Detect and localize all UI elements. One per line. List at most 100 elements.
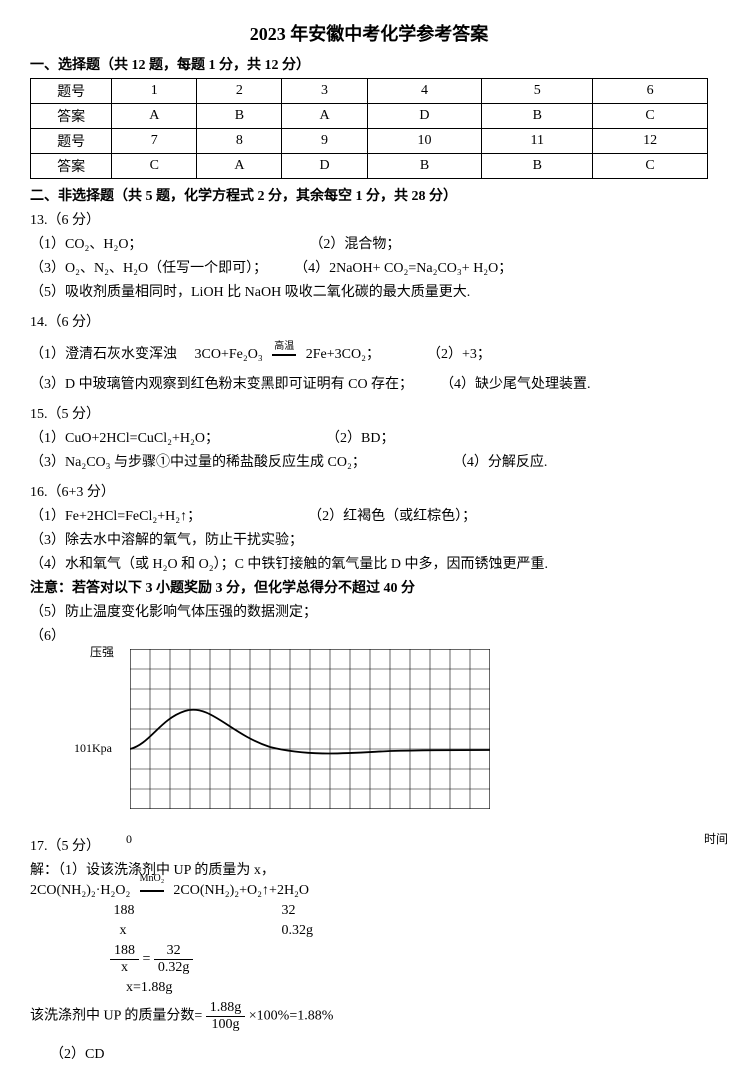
table-row: 答案 A B A D B C [31, 104, 708, 129]
chart-x0: 0 [126, 832, 132, 847]
text: 2CO(NH₂)₂+O₂↑+2H₂O [173, 883, 309, 898]
condition-text: MnO₂ [134, 873, 170, 884]
q16-line4: （5）防止温度变化影响气体压强的数据测定； [30, 601, 708, 621]
fraction: 188 x [110, 943, 139, 976]
cell: A [112, 104, 197, 129]
denominator: 100g [206, 1017, 246, 1033]
text: （1）CO₂、H₂O； [30, 237, 142, 252]
numerator: 1.88g [206, 1000, 246, 1017]
text: 2Fe+3CO₂； [306, 347, 380, 362]
text: （2）+3； [427, 347, 491, 362]
text: 0.32g [282, 923, 314, 938]
q16-line5: （6） [30, 625, 708, 645]
text: （2）BD； [326, 431, 394, 446]
fraction: 32 0.32g [154, 943, 194, 976]
q17-mass: 该洗涤剂中 UP 的质量分数= 1.88g 100g ×100%=1.88% [30, 1000, 708, 1033]
answer-table: 题号 1 2 3 4 5 6 答案 A B A D B C 题号 7 8 9 1… [30, 78, 708, 179]
text: （3）O₂、N₂、H₂O（任写一个即可）； [30, 261, 267, 276]
cell: A [197, 154, 282, 179]
cell: 9 [282, 129, 367, 154]
cell: B [197, 104, 282, 129]
cell: C [593, 104, 708, 129]
equals: = [143, 952, 151, 967]
fraction: 1.88g 100g [206, 1000, 246, 1033]
text: （1）CuO+2HCl=CuCl₂+H₂O； [30, 431, 219, 446]
cell: D [282, 154, 367, 179]
cell: B [367, 154, 482, 179]
denominator: 0.32g [154, 960, 194, 976]
q13-line3: （5）吸收剂质量相同时，LiOH 比 NaOH 吸收二氧化碳的最大质量更大. [30, 281, 708, 301]
text: （1）澄清石灰水变浑浊 [30, 347, 177, 362]
cell: 答案 [31, 104, 112, 129]
cell: B [482, 154, 593, 179]
denominator: x [110, 960, 139, 976]
cell: B [482, 104, 593, 129]
chart-xlabel: 时间 [704, 830, 728, 847]
q16-note: 注意：若答对以下 3 小题奖励 3 分，但化学总得分不超过 40 分 [30, 577, 708, 597]
q17-last: （2）CD [50, 1043, 708, 1063]
cell: C [112, 154, 197, 179]
table-row: 题号 7 8 9 10 11 12 [31, 129, 708, 154]
q17-solve: x=1.88g [126, 980, 708, 996]
page-title: 2023 年安徽中考化学参考答案 [30, 20, 708, 46]
cell: 7 [112, 129, 197, 154]
section2-heading: 二、非选择题（共 5 题，化学方程式 2 分，其余每空 1 分，共 28 分） [30, 185, 708, 205]
cell: 1 [112, 79, 197, 104]
text: （2）红褐色（或红棕色）； [308, 509, 476, 524]
text: （3）D 中玻璃管内观察到红色粉末变黑即可证明有 CO 存在； [30, 377, 413, 392]
text: （4）分解反应. [453, 455, 548, 470]
q16-head: 16.（6+3 分） [30, 481, 708, 501]
q17-row2: x 0.32g [30, 923, 708, 939]
cell: 12 [593, 129, 708, 154]
text: 2CO(NH₂)₂·H₂O₂ [30, 883, 130, 898]
q17-line1: 解：（1）设该洗涤剂中 UP 的质量为 x， [30, 859, 708, 879]
chart-marker: 101Kpa [74, 741, 112, 756]
pressure-chart: 压强 101Kpa 0 时间 [130, 649, 708, 829]
q13-head: 13.（6 分） [30, 209, 708, 229]
q15-line2: （3）Na₂CO₃ 与步骤①中过量的稀盐酸反应生成 CO₂； （4）分解反应. [30, 451, 708, 471]
numerator: 188 [110, 943, 139, 960]
q14-line2: （3）D 中玻璃管内观察到红色粉末变黑即可证明有 CO 存在； （4）缺少尾气处… [30, 373, 708, 393]
cell: D [367, 104, 482, 129]
q14-head: 14.（6 分） [30, 311, 708, 331]
condition-text: 高温 [266, 337, 302, 352]
q15-head: 15.（5 分） [30, 403, 708, 423]
table-row: 题号 1 2 3 4 5 6 [31, 79, 708, 104]
q16-line1: （1）Fe+2HCl=FeCl₂+H₂↑； （2）红褐色（或红棕色）； [30, 505, 708, 525]
text: ×100%=1.88% [249, 1009, 334, 1024]
cell: 题号 [31, 79, 112, 104]
text: 该洗涤剂中 UP 的质量分数= [30, 1009, 202, 1024]
cell: 6 [593, 79, 708, 104]
text: 3CO+Fe₂O₃ [195, 347, 263, 362]
cell: 答案 [31, 154, 112, 179]
cell: 3 [282, 79, 367, 104]
q16-line3: （4）水和氧气（或 H₂O 和 O₂）；C 中铁钉接触的氧气量比 D 中多，因而… [30, 553, 708, 573]
cell: 8 [197, 129, 282, 154]
q17-eq: 2CO(NH₂)₂·H₂O₂ MnO₂ 2CO(NH₂)₂+O₂↑+2H₂O [30, 883, 708, 899]
cell: 2 [197, 79, 282, 104]
numerator: 32 [154, 943, 194, 960]
text: x [120, 923, 127, 938]
q15-line1: （1）CuO+2HCl=CuCl₂+H₂O； （2）BD； [30, 427, 708, 447]
cell: C [593, 154, 708, 179]
text: （2）混合物； [309, 237, 400, 252]
table-row: 答案 C A D B B C [31, 154, 708, 179]
cell: 11 [482, 129, 593, 154]
cell: 10 [367, 129, 482, 154]
text: 32 [282, 903, 296, 918]
reaction-arrow: MnO₂ [134, 883, 170, 899]
q17-frac: 188 x = 32 0.32g [110, 943, 708, 976]
q13-line1: （1）CO₂、H₂O； （2）混合物； [30, 233, 708, 253]
q13-line2: （3）O₂、N₂、H₂O（任写一个即可）； （4）2NaOH+ CO₂=Na₂C… [30, 257, 708, 277]
chart-svg [130, 649, 490, 809]
text: （3）Na₂CO₃ 与步骤①中过量的稀盐酸反应生成 CO₂； [30, 455, 366, 470]
text: （4）缺少尾气处理装置. [440, 377, 591, 392]
section1-heading: 一、选择题（共 12 题，每题 1 分，共 12 分） [30, 54, 708, 74]
cell: 题号 [31, 129, 112, 154]
cell: 4 [367, 79, 482, 104]
cell: 5 [482, 79, 593, 104]
q16-line2: （3）除去水中溶解的氧气，防止干扰实验； [30, 529, 708, 549]
reaction-arrow: 高温 [266, 347, 302, 363]
text: （1）Fe+2HCl=FeCl₂+H₂↑； [30, 509, 201, 524]
q14-line1: （1）澄清石灰水变浑浊 3CO+Fe₂O₃ 高温 2Fe+3CO₂； （2）+3… [30, 343, 708, 363]
